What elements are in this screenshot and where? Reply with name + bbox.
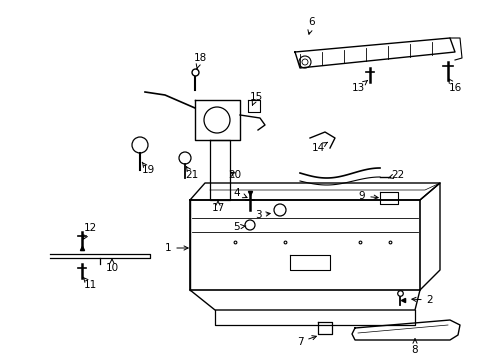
Text: 16: 16 xyxy=(447,79,461,93)
Text: 21: 21 xyxy=(185,167,198,180)
Text: 22: 22 xyxy=(388,170,404,180)
Text: 10: 10 xyxy=(105,259,118,273)
Text: 3: 3 xyxy=(254,210,269,220)
Text: 14: 14 xyxy=(311,142,327,153)
Text: 13: 13 xyxy=(351,80,367,93)
Text: 19: 19 xyxy=(141,162,154,175)
Text: 6: 6 xyxy=(307,17,315,34)
Text: 9: 9 xyxy=(358,191,377,201)
Text: 12: 12 xyxy=(83,223,97,239)
Text: 8: 8 xyxy=(411,339,417,355)
Text: 5: 5 xyxy=(233,222,245,232)
Text: 7: 7 xyxy=(296,336,316,347)
Text: 11: 11 xyxy=(83,277,97,290)
Text: 15: 15 xyxy=(249,92,262,105)
Text: 20: 20 xyxy=(228,170,241,180)
Text: 17: 17 xyxy=(211,200,224,213)
Text: 4: 4 xyxy=(233,188,246,198)
Text: 2: 2 xyxy=(411,295,432,305)
Text: 18: 18 xyxy=(193,53,206,69)
Text: 1: 1 xyxy=(164,243,188,253)
